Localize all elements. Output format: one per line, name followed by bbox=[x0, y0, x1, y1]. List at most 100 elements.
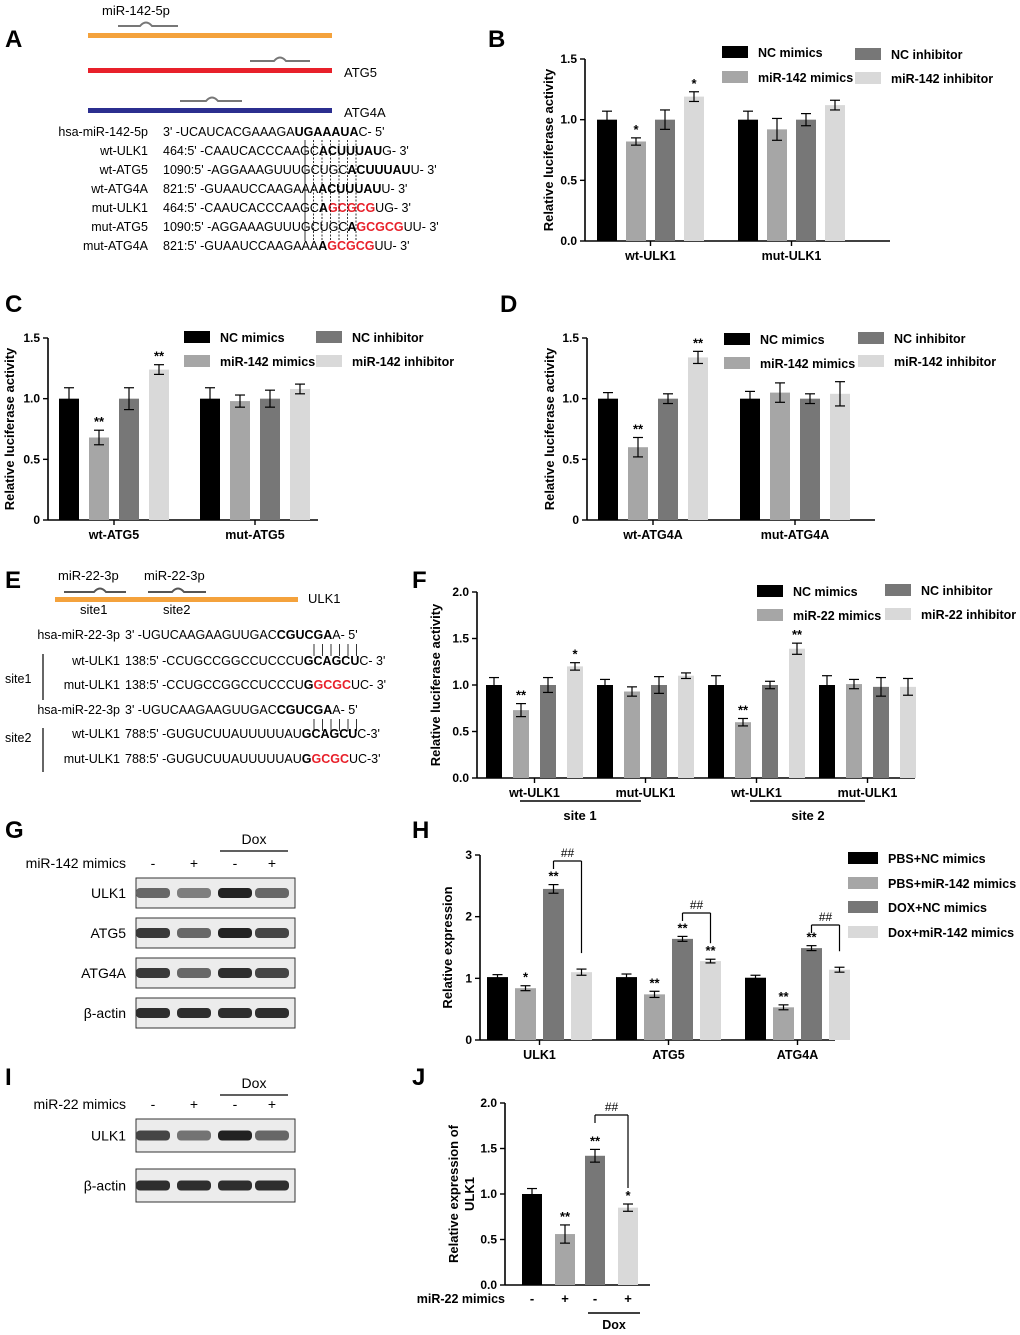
y-tick-label: 0.5 bbox=[452, 725, 469, 739]
bar-nc-inhibitor bbox=[655, 119, 675, 241]
mirna-a-curve-3 bbox=[180, 96, 242, 102]
orange-line-ulk1 bbox=[88, 33, 332, 38]
chart-panel-f: 0.0 0.5 1.0 1.5 2.0 Relative luciferase activ… bbox=[428, 584, 1016, 823]
bar-mir-22-inhibitor bbox=[567, 666, 583, 778]
blot-sign: + bbox=[190, 1096, 198, 1112]
panel-letter-a: A bbox=[5, 26, 22, 53]
significance-label: ** bbox=[154, 349, 165, 364]
bar-dox-mir-142-mimics bbox=[700, 961, 721, 1040]
blot-sign: - bbox=[233, 1096, 238, 1112]
blot-band-label: ATG5 bbox=[90, 925, 126, 941]
blot-band bbox=[218, 888, 252, 898]
legend-label: PBS+NC mimics bbox=[888, 852, 986, 866]
sequence-block-a: hsa-miR-142-5p 3' -UCAUCACGAAAGAUGAAAUAC-… bbox=[58, 125, 438, 253]
blot-band bbox=[177, 1180, 211, 1191]
legend-swatch bbox=[848, 901, 878, 913]
legend-label: NC mimics bbox=[758, 46, 823, 60]
blot-band-label: ULK1 bbox=[91, 1128, 126, 1144]
chart-panel-c: 0 0.5 1.0 1.5 Relative luciferase activity **… bbox=[2, 331, 454, 542]
legend-swatch bbox=[724, 333, 750, 345]
seq-name-a0: hsa-miR-142-5p bbox=[58, 125, 148, 139]
blot-band bbox=[177, 1008, 211, 1018]
blot-band bbox=[136, 928, 170, 938]
seq-name-a5: mut-ATG5 bbox=[91, 220, 148, 234]
significance-label: ** bbox=[677, 920, 688, 935]
blot-band bbox=[136, 1008, 170, 1018]
seq-text-e1-0: 138:5' -CCUGCCGGCCUCCCUGCAGCUC- 3' bbox=[125, 654, 385, 668]
blot-sign: - bbox=[233, 855, 238, 871]
x-sign-label: - bbox=[530, 1291, 534, 1306]
bar-nc-inhibitor bbox=[658, 398, 678, 520]
panel-a: miR-142-5p ATG5 ATG4A hsa-miR-142-5p 3' -… bbox=[58, 3, 438, 253]
bar-nc-mimics bbox=[819, 685, 835, 778]
legend-label: miR-142 inhibitor bbox=[891, 72, 993, 86]
panel-letter-d: D bbox=[500, 291, 517, 318]
blot-band bbox=[177, 888, 211, 898]
legend-swatch bbox=[722, 46, 748, 58]
significance-label: ** bbox=[792, 627, 803, 642]
significance-label: ** bbox=[94, 414, 105, 429]
panel-e: miR-22-3p miR-22-3p ULK1 site1 site2 hsa… bbox=[5, 568, 386, 772]
x-category-label: wt-ULK1 bbox=[730, 786, 782, 800]
bar-mir-22-mimics bbox=[624, 691, 640, 778]
significance-label: * bbox=[625, 1188, 631, 1203]
legend-label: DOX+NC mimics bbox=[888, 901, 987, 915]
mirna-e-curve-1 bbox=[64, 587, 126, 593]
legend-swatch bbox=[184, 331, 210, 343]
x-category-label: wt-ULK1 bbox=[624, 249, 676, 263]
bar-dox-nc-mimics bbox=[672, 938, 693, 1040]
bar-mir-142-inhibitor bbox=[830, 393, 850, 520]
blot-band bbox=[218, 928, 252, 938]
bar-mir-142-inhibitor bbox=[684, 96, 704, 241]
seq-name-a3: wt-ATG4A bbox=[90, 182, 148, 196]
bar-mir-142-mimics bbox=[770, 392, 790, 520]
seq-text-a2: 1090:5' -AGGAAAGUUUGCUGCACUUUAUU- 3' bbox=[163, 163, 437, 177]
y-tick-label: 1.5 bbox=[480, 1142, 497, 1156]
bar-pbs-mir-142-mimics bbox=[515, 988, 536, 1040]
bar-nc-inhibitor bbox=[873, 686, 889, 778]
bar-dox-nc-mimics bbox=[801, 948, 822, 1040]
bar-dox-nc-mimics bbox=[543, 888, 564, 1040]
seq-name-e5-0: mut-ULK1 bbox=[64, 752, 120, 766]
hash-label: ## bbox=[690, 898, 704, 912]
y-tick-label: 1.5 bbox=[452, 632, 469, 646]
y-axis-label: Relative luciferase activity bbox=[428, 603, 443, 766]
blot-band bbox=[136, 968, 170, 978]
legend-swatch bbox=[316, 331, 342, 343]
bar-nc-inhibitor bbox=[800, 398, 820, 520]
y-tick-label: 0.0 bbox=[452, 771, 469, 785]
hash-label: ## bbox=[605, 1100, 619, 1114]
seq-text-e4-0: 788:5' -GUGUCUUAUUUUUAUGCAGCUC-3' bbox=[125, 727, 380, 741]
bar-mir-22-inhibitor bbox=[900, 686, 916, 778]
seq-name-e3-0: hsa-miR-22-3p bbox=[37, 703, 120, 717]
legend-swatch bbox=[885, 608, 911, 620]
y-tick-label: 3 bbox=[465, 848, 472, 862]
hash-label: ## bbox=[561, 846, 575, 860]
x-category-label: mut-ULK1 bbox=[762, 249, 822, 263]
bar-nc-inhibitor bbox=[796, 119, 816, 241]
mirna-label-e-1: miR-22-3p bbox=[58, 568, 119, 583]
seq-name-e0-0: hsa-miR-22-3p bbox=[37, 628, 120, 642]
y-axis-label: Relative luciferase activity bbox=[542, 347, 557, 510]
bar-nc-mimics bbox=[486, 685, 502, 778]
blot-sign: + bbox=[190, 855, 198, 871]
blot-sign: - bbox=[151, 855, 156, 871]
gene-label-atg5: ATG5 bbox=[344, 65, 377, 80]
y-axis-label-2: ULK1 bbox=[462, 1177, 477, 1211]
significance-label: ** bbox=[705, 943, 716, 958]
y-tick-label: 0 bbox=[572, 513, 579, 527]
blot-band bbox=[177, 968, 211, 978]
seq-name-e4-0: wt-ULK1 bbox=[71, 727, 120, 741]
legend-swatch bbox=[858, 355, 884, 367]
legend-label: NC inhibitor bbox=[352, 331, 424, 345]
mirna-e-curve-2 bbox=[148, 587, 206, 593]
legend-label: miR-22 inhibitor bbox=[921, 608, 1016, 622]
seq-name-e2-0: mut-ULK1 bbox=[64, 678, 120, 692]
x-sign-label: - bbox=[593, 1291, 597, 1306]
bar-nc-mimics bbox=[597, 685, 613, 778]
seq-name-a4: mut-ULK1 bbox=[92, 201, 148, 215]
gene-label-ulk1-e: ULK1 bbox=[308, 591, 341, 606]
mirna-a-curve-1 bbox=[118, 21, 178, 27]
y-tick-label: 1.0 bbox=[560, 113, 577, 127]
